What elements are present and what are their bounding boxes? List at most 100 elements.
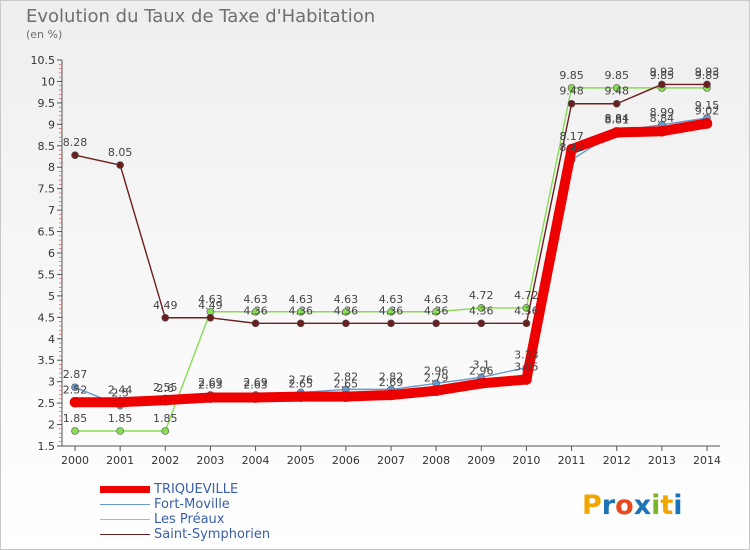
x-tick-label: 2012 [603,454,631,467]
data-label: 8.28 [63,136,88,149]
x-tick-label: 2007 [377,454,405,467]
data-label: 9.85 [650,69,675,82]
series-line [70,118,712,408]
legend-swatch [100,486,150,493]
data-label: 2.65 [334,378,359,391]
data-point [432,307,440,316]
data-point [477,304,486,312]
data-label: 8.42 [559,141,584,154]
data-point [658,80,666,89]
legend-label: TRIQUEVILLE [154,482,239,497]
data-label: 9.85 [559,69,584,82]
data-point [161,427,170,435]
legend-item: TRIQUEVILLE [100,482,360,497]
y-tick-label: 3.5 [38,354,56,367]
data-point [114,396,126,408]
data-label: 2.55 [153,381,178,394]
data-label: 2.76 [288,373,313,386]
data-point [521,374,532,385]
data-point [71,383,79,392]
data-point [477,319,486,328]
chart-title: Evolution du Taux de Taxe d'Habitation [26,6,376,27]
data-point [701,118,713,129]
y-tick-label: 9 [48,118,55,131]
data-label: 2.82 [334,370,359,383]
data-point [116,161,124,169]
data-point [475,378,487,389]
data-label: 3.33 [514,349,539,362]
data-label: 4.36 [424,304,449,317]
data-point [250,392,261,403]
y-tick-label: 8 [48,161,55,174]
data-point [612,84,621,92]
data-label: 2.44 [108,383,133,396]
data-label: 3.05 [514,361,539,374]
data-label: 4.36 [379,304,404,317]
data-label: 2.65 [288,378,313,391]
data-label: 2.82 [379,370,404,383]
legend-swatch [100,504,150,505]
data-label: 8.05 [108,146,133,159]
x-tick-label: 2013 [648,454,676,467]
x-tick-label: 2010 [512,454,540,467]
x-tick-label: 2005 [287,454,315,467]
data-label: 2.79 [424,372,449,385]
data-point [430,385,442,396]
data-point [71,151,79,160]
data-point [296,307,305,316]
data-label: 1.85 [108,412,133,425]
data-point [205,392,216,403]
y-tick-label: 7 [48,204,55,217]
data-label: 2.69 [198,376,223,389]
data-point [71,427,79,435]
data-label: 9.93 [650,65,675,78]
data-label: 3.1 [473,358,491,371]
y-tick-label: 5.5 [38,268,56,281]
data-label: 9.15 [695,99,720,112]
data-label: 4.49 [153,299,178,312]
y-tick-label: 6 [48,247,55,260]
data-label: 9.48 [559,85,584,98]
x-tick-label: 2003 [196,454,224,467]
x-tick-label: 2009 [467,454,495,467]
data-label: 2.69 [243,376,268,389]
y-tick-label: 10.5 [31,54,56,67]
y-tick-label: 4 [48,333,55,346]
data-label: 8.81 [604,113,629,126]
data-label: 4.49 [198,299,223,312]
data-label: 8.84 [604,112,629,125]
data-label: 4.36 [469,304,494,317]
y-tick-label: 5 [48,290,55,303]
data-label: 4.36 [514,304,539,317]
data-label: 4.72 [514,289,539,302]
data-label: 9.48 [604,85,629,98]
legend-label: Les Préaux [154,512,225,527]
y-tick-label: 9.5 [38,97,56,110]
legend-item: Fort-Moville [100,497,360,512]
y-tick-label: 1.5 [38,440,56,453]
data-label: 2.69 [379,376,404,389]
data-label: 2.96 [469,364,494,377]
data-label: 8.84 [650,112,675,125]
y-tick-label: 4.5 [38,311,56,324]
y-tick-label: 2.5 [38,397,56,410]
data-label: 9.85 [695,69,720,82]
y-tick-label: 8.5 [38,140,56,153]
legend-swatch [100,519,150,520]
data-point [340,391,352,402]
unit-label: (en %) [26,28,63,41]
legend-label: Fort-Moville [154,497,230,512]
data-point [296,319,305,328]
y-tick-label: 6.5 [38,226,56,239]
y-tick-label: 2 [48,419,55,432]
data-point [69,396,81,408]
data-label: 2.6 [157,382,175,395]
y-tick-label: 7.5 [38,183,56,196]
x-tick-label: 2002 [151,454,179,467]
x-tick-label: 2011 [558,454,586,467]
data-label: 2.96 [424,364,449,377]
data-point [611,127,623,138]
data-point [251,307,260,316]
data-label: 2.63 [198,379,223,392]
